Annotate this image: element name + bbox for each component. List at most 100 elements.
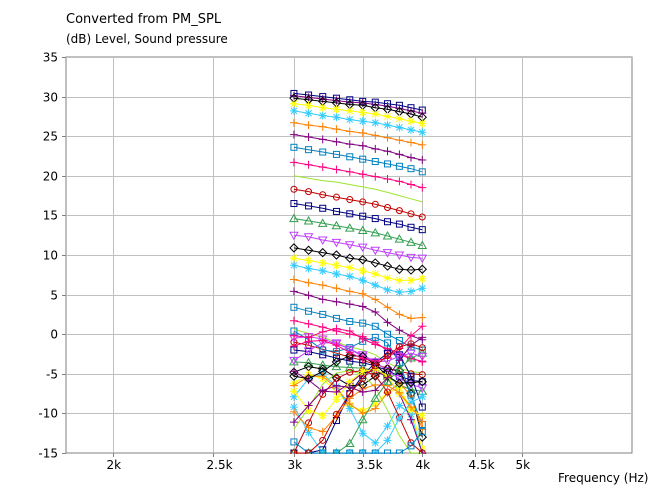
series-point: [395, 162, 403, 170]
series-point: [382, 230, 393, 240]
series-point: [289, 118, 298, 127]
series-point: [358, 302, 367, 311]
series-s15: [289, 243, 427, 275]
series-point: [383, 318, 392, 327]
series-point: [331, 361, 342, 371]
series-point: [318, 295, 327, 304]
series-point: [406, 331, 415, 340]
series-point: [395, 150, 404, 159]
series-s17: [289, 261, 427, 297]
series-line: [293, 343, 423, 454]
series-point: [332, 297, 341, 306]
series-point: [359, 375, 367, 383]
series-point: [418, 140, 427, 149]
series-point: [371, 449, 379, 454]
x-tick-label: 4.5k: [469, 458, 495, 472]
y-tick-label: 0: [50, 328, 58, 342]
series-point: [395, 177, 404, 186]
x-tick-label: 3k: [288, 458, 303, 472]
series-line: [293, 218, 423, 246]
series-point: [346, 318, 354, 326]
series-s13: [289, 213, 428, 249]
series-point: [370, 393, 381, 402]
series-point: [395, 207, 403, 215]
series-point: [289, 418, 298, 427]
series-point: [332, 341, 341, 350]
series-point: [358, 289, 367, 298]
series-point: [332, 150, 340, 158]
series-point: [303, 373, 314, 384]
series-point: [371, 158, 379, 166]
series-point: [395, 414, 404, 423]
series-point: [331, 238, 342, 248]
series-point: [318, 111, 327, 120]
series-point: [290, 200, 298, 208]
y-tick-label: 25: [43, 130, 58, 144]
series-point: [406, 265, 416, 275]
series-point: [384, 218, 392, 226]
x-axis-label: Frequency (Hz): [558, 471, 649, 485]
series-point: [359, 449, 367, 454]
series-point: [406, 153, 415, 162]
series-point: [395, 136, 404, 145]
series-point: [418, 403, 426, 411]
series-point: [332, 284, 341, 293]
series-point: [318, 258, 327, 267]
series-point: [418, 417, 427, 426]
series-point: [394, 264, 405, 274]
series-point: [344, 438, 355, 447]
series-point: [318, 247, 328, 258]
y-tick-label: -15: [38, 447, 58, 461]
series-point: [371, 333, 379, 341]
series-point: [331, 357, 342, 367]
series-point: [318, 366, 328, 377]
y-tick-label: 20: [43, 170, 58, 184]
series-point: [359, 198, 367, 206]
series-group: [289, 89, 428, 454]
series-point: [384, 160, 392, 168]
y-tick-label: 35: [43, 51, 58, 65]
series-point: [418, 155, 427, 164]
series-point: [394, 375, 405, 384]
series-point: [394, 352, 405, 362]
series-point: [358, 117, 367, 126]
series-point: [304, 319, 313, 328]
series-point: [383, 112, 392, 121]
series-point: [357, 243, 368, 253]
series-point: [417, 240, 428, 249]
series-point: [289, 106, 298, 115]
series-point: [317, 218, 328, 227]
series-point: [417, 254, 428, 264]
series-point: [382, 261, 393, 271]
series-point: [383, 147, 392, 156]
series-point: [319, 449, 327, 454]
series-point: [406, 377, 416, 388]
series-point: [418, 128, 427, 137]
series-point: [317, 236, 328, 245]
series-point: [371, 399, 380, 408]
series-point: [332, 125, 341, 134]
series-point: [318, 281, 327, 290]
series-point: [371, 200, 379, 208]
series-point: [395, 288, 404, 297]
series-point: [345, 272, 354, 281]
series-point: [305, 202, 313, 210]
series-point: [418, 168, 426, 176]
series-point: [345, 404, 354, 413]
series-point: [395, 356, 404, 365]
series-point: [371, 322, 379, 330]
series-point: [371, 404, 380, 413]
series-point: [289, 261, 298, 270]
series-s45: [289, 322, 427, 366]
series-point: [418, 274, 427, 283]
series-point: [318, 427, 327, 436]
series-point: [319, 310, 327, 318]
series-point: [357, 225, 368, 234]
series-point: [383, 285, 392, 294]
series-point: [331, 250, 342, 260]
series-point: [359, 212, 367, 220]
series-point: [318, 372, 327, 381]
series-point: [289, 407, 298, 416]
series-point: [318, 122, 327, 131]
